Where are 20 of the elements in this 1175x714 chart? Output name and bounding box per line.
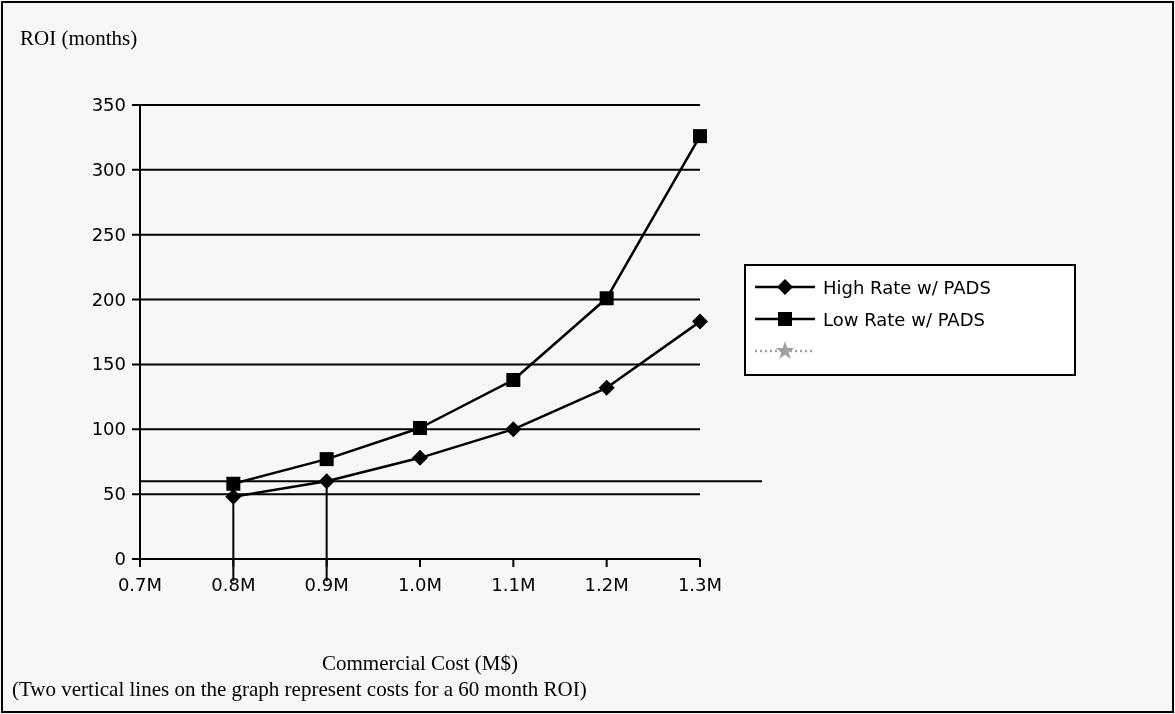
y-tick-label: 300 xyxy=(91,158,126,180)
text: (Two vertical lines on the graph represent costs for a 60 month ROI) xyxy=(12,677,587,701)
x-tick-label: 1.3M xyxy=(677,574,723,595)
y-axis-title: ROI (months) xyxy=(20,26,138,50)
y-tick-label: 150 xyxy=(91,353,126,375)
y-tick-label: 250 xyxy=(91,223,126,245)
x-tick-label: 1.1M xyxy=(491,574,536,595)
y-tick-label: 100 xyxy=(91,418,126,440)
y-tick-label: 0 xyxy=(114,548,126,569)
y-tick-label: 200 xyxy=(91,288,126,310)
legend-label: High Rate w/ PADS xyxy=(823,277,991,298)
y-tick-label: 350 xyxy=(91,94,126,115)
x-tick-label: 1.0M xyxy=(397,574,443,595)
x-tick-label: 0.7M xyxy=(117,574,163,595)
x-axis-title: Commercial Cost (M$) xyxy=(322,651,518,675)
y-tick-label: 50 xyxy=(103,483,126,505)
x-tick-label: 1.2M xyxy=(584,574,629,595)
x-tick-label: 0.9M xyxy=(304,574,349,595)
x-tick-label: 0.8M xyxy=(211,574,256,595)
legend-label: Low Rate w/ PADS xyxy=(823,309,985,330)
